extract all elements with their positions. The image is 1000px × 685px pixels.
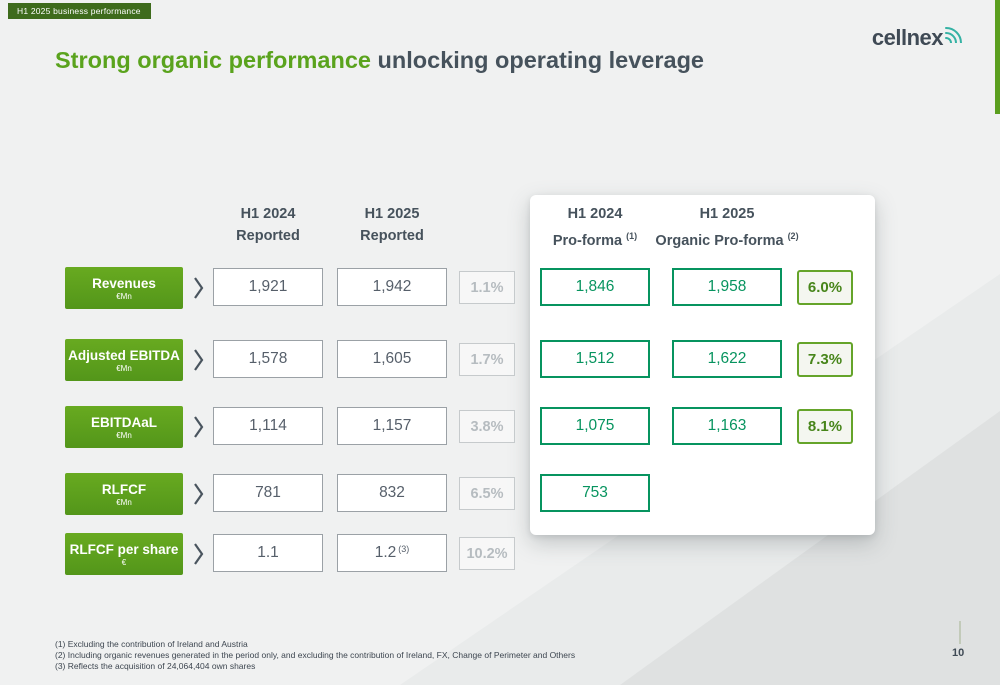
value-h1-2025-reported: 1.2 (3) bbox=[337, 534, 447, 572]
chevron-right-icon bbox=[186, 406, 210, 448]
chevron-right-icon bbox=[186, 473, 210, 515]
row-label-rlfcf: RLFCF €Mn bbox=[65, 473, 183, 515]
row-label-text: Revenues bbox=[92, 275, 156, 291]
value-h1-2024-proforma: 753 bbox=[540, 474, 650, 512]
organic-growth-badge: 6.0% bbox=[797, 270, 853, 305]
footnote-marker: (1) bbox=[626, 231, 638, 241]
chevron-right-icon bbox=[186, 267, 210, 309]
column-header-h1-2024-reported: H1 2024 Reported bbox=[213, 203, 323, 247]
reported-growth-badge: 1.1% bbox=[459, 271, 515, 304]
header-line: H1 2025 bbox=[364, 206, 420, 222]
column-header-h1-2024-proforma: H1 2024 Pro-forma (1) bbox=[537, 203, 653, 252]
chevron-right-icon bbox=[186, 533, 210, 575]
footnotes: (1) Excluding the contribution of Irelan… bbox=[55, 639, 575, 672]
title-rest: unlocking operating leverage bbox=[371, 47, 704, 73]
header-line: Organic Pro-forma (2) bbox=[637, 225, 817, 252]
row-unit: €Mn bbox=[116, 363, 132, 373]
value-h1-2024-proforma: 1,075 bbox=[540, 407, 650, 445]
row-label-text: RLFCF per share bbox=[69, 541, 179, 557]
header-line: H1 2025 bbox=[699, 206, 755, 222]
chevron-right-icon bbox=[186, 339, 210, 381]
reported-growth-badge: 1.7% bbox=[459, 343, 515, 376]
organic-growth-badge: 7.3% bbox=[797, 342, 853, 377]
column-header-h1-2025-reported: H1 2025 Reported bbox=[337, 203, 447, 247]
header-line: Reported bbox=[236, 228, 300, 244]
value-h1-2025-reported: 1,605 bbox=[337, 340, 447, 378]
row-label-text: RLFCF bbox=[101, 481, 147, 497]
value-h1-2024-proforma: 1,846 bbox=[540, 268, 650, 306]
value-h1-2024-reported: 1.1 bbox=[213, 534, 323, 572]
header-line: H1 2024 bbox=[240, 206, 296, 222]
value-h1-2024-reported: 1,921 bbox=[213, 268, 323, 306]
logo-text: cellnex bbox=[871, 25, 944, 50]
header-line: H1 2024 bbox=[567, 206, 623, 222]
table-row-revenues: Revenues €Mn 1,921 1,942 1.1% 1,846 1,95… bbox=[0, 267, 1000, 309]
value-h1-2025-reported: 1,942 bbox=[337, 268, 447, 306]
table-row-adjusted-ebitda: Adjusted EBITDA €Mn 1,578 1,605 1.7% 1,5… bbox=[0, 339, 1000, 381]
footnote-1: (1) Excluding the contribution of Irelan… bbox=[55, 639, 248, 649]
value-h1-2025-reported: 1,157 bbox=[337, 407, 447, 445]
row-label-ebitdaal: EBITDAaL €Mn bbox=[65, 406, 183, 448]
header-text: Organic Pro-forma bbox=[655, 232, 788, 249]
right-edge-accent-bar bbox=[995, 0, 1000, 114]
value-h1-2024-proforma: 1,512 bbox=[540, 340, 650, 378]
row-label-revenues: Revenues €Mn bbox=[65, 267, 183, 309]
page-number: 10 bbox=[952, 647, 965, 659]
table-row-rlfcf-per-share: RLFCF per share € 1.1 1.2 (3) 10.2% bbox=[0, 533, 1000, 575]
footnote-2: (2) Including organic revenues generated… bbox=[55, 650, 576, 660]
page-number-divider bbox=[959, 621, 961, 644]
row-label-adjusted-ebitda: Adjusted EBITDA €Mn bbox=[65, 339, 183, 381]
table-row-rlfcf: RLFCF €Mn 781 832 6.5% 753 bbox=[0, 473, 1000, 515]
signal-waves-icon bbox=[945, 27, 962, 43]
header-text: Pro-forma bbox=[552, 232, 627, 249]
footnote-marker: (2) bbox=[787, 231, 799, 241]
value-h1-2025-organic-proforma: 1,163 bbox=[672, 407, 782, 445]
column-header-h1-2025-organic-proforma: H1 2025 Organic Pro-forma (2) bbox=[637, 203, 817, 252]
organic-growth-badge: 8.1% bbox=[797, 409, 853, 444]
row-label-rlfcf-per-share: RLFCF per share € bbox=[65, 533, 183, 575]
page-title: Strong organic performance unlocking ope… bbox=[55, 47, 704, 74]
value-text: 1.2 bbox=[374, 544, 397, 561]
row-unit: €Mn bbox=[116, 497, 132, 507]
table-row-ebitdaal: EBITDAaL €Mn 1,114 1,157 3.8% 1,075 1,16… bbox=[0, 406, 1000, 448]
reported-growth-badge: 10.2% bbox=[459, 537, 515, 570]
footnote-marker: (3) bbox=[398, 544, 410, 554]
row-unit: €Mn bbox=[116, 291, 132, 301]
reported-growth-badge: 6.5% bbox=[459, 477, 515, 510]
footnote-3: (3) Reflects the acquisition of 24,064,4… bbox=[55, 661, 256, 671]
reported-growth-badge: 3.8% bbox=[459, 410, 515, 443]
row-unit: €Mn bbox=[116, 430, 132, 440]
section-badge: H1 2025 business performance bbox=[8, 3, 151, 19]
value-h1-2024-reported: 1,114 bbox=[213, 407, 323, 445]
header-line: Pro-forma (1) bbox=[537, 225, 653, 252]
cellnex-logo: cellnex bbox=[872, 27, 964, 49]
row-label-text: EBITDAaL bbox=[90, 414, 157, 430]
row-label-text: Adjusted EBITDA bbox=[68, 347, 180, 363]
value-h1-2024-reported: 781 bbox=[213, 474, 323, 512]
value-h1-2024-reported: 1,578 bbox=[213, 340, 323, 378]
title-highlight: Strong organic performance bbox=[55, 47, 371, 73]
header-line: Reported bbox=[360, 228, 424, 244]
value-h1-2025-reported: 832 bbox=[337, 474, 447, 512]
value-h1-2025-organic-proforma: 1,622 bbox=[672, 340, 782, 378]
row-unit: € bbox=[121, 557, 127, 567]
value-h1-2025-organic-proforma: 1,958 bbox=[672, 268, 782, 306]
